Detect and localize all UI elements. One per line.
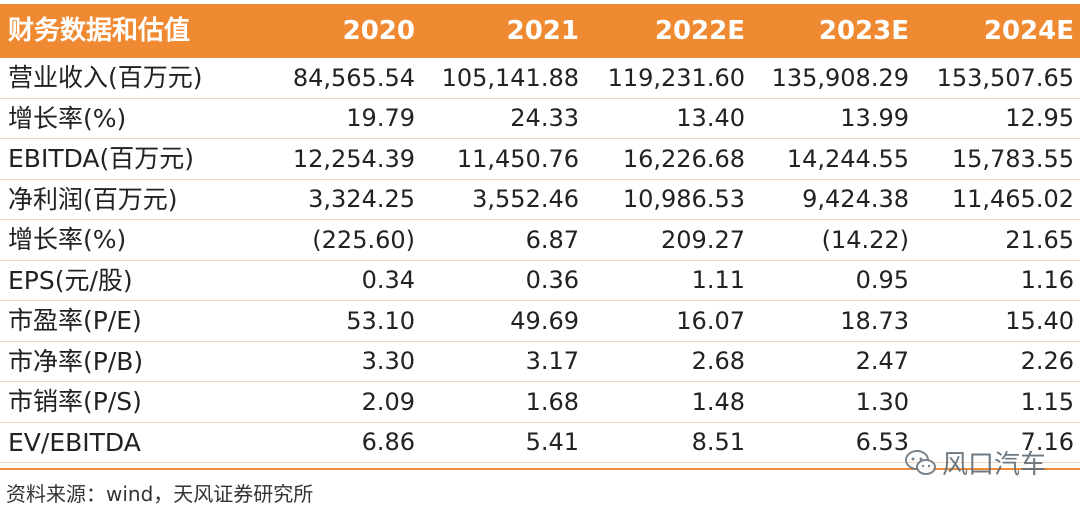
- table-cell: 1.30: [855, 387, 909, 416]
- financial-table: 财务数据和估值 2020 2021 2022E 2023E 2024E 营业收入…: [0, 4, 1080, 463]
- table-cell: 24.33: [510, 104, 579, 133]
- table-cell: 11,465.02: [951, 185, 1074, 214]
- table-cell: 21.65: [1005, 225, 1074, 254]
- table-cell: 13.99: [840, 104, 909, 133]
- table-cell: 209.27: [661, 225, 745, 254]
- table-row: 增长率(%) (225.60) 6.87 209.27 (14.22) 21.6…: [0, 220, 1080, 261]
- table-cell: 119,231.60: [607, 63, 745, 92]
- column-header-2020: 2020: [342, 16, 415, 46]
- table-cell: 3.17: [525, 347, 579, 376]
- row-label: 营业收入(百万元): [8, 63, 203, 93]
- table-cell: 7.16: [1020, 428, 1074, 457]
- row-label: 市净率(P/B): [8, 346, 144, 376]
- table-cell: 135,908.29: [771, 63, 909, 92]
- table-cell: 2.47: [855, 347, 909, 376]
- table-header: 财务数据和估值 2020 2021 2022E 2023E 2024E: [0, 4, 1080, 58]
- table-row: EV/EBITDA 6.86 5.41 8.51 6.53 7.16: [0, 423, 1080, 463]
- column-header-2023e: 2023E: [818, 16, 909, 46]
- table-cell: 19.79: [346, 104, 415, 133]
- table-cell: 9,424.38: [802, 185, 909, 214]
- row-label: EV/EBITDA: [8, 427, 141, 457]
- source-note: 资料来源：wind，天风证券研究所: [6, 482, 314, 506]
- table-cell: 2.26: [1020, 347, 1074, 376]
- table-cell: 18.73: [840, 306, 909, 335]
- table-cell: 1.16: [1020, 266, 1074, 295]
- table-cell: 12.95: [1005, 104, 1074, 133]
- table-cell: 0.95: [855, 266, 909, 295]
- table-cell: 6.87: [525, 225, 579, 254]
- table-cell: 11,450.76: [456, 144, 579, 173]
- table-cell: 49.69: [510, 306, 579, 335]
- row-label: 增长率(%): [8, 103, 127, 133]
- table-cell: 15.40: [1005, 306, 1074, 335]
- table-cell: 1.11: [691, 266, 745, 295]
- table-row: 增长率(%) 19.79 24.33 13.40 13.99 12.95: [0, 99, 1080, 139]
- table-row: 市净率(P/B) 3.30 3.17 2.68 2.47 2.26: [0, 342, 1080, 382]
- table-row: EPS(元/股) 0.34 0.36 1.11 0.95 1.16: [0, 261, 1080, 301]
- table-cell: 10,986.53: [622, 185, 745, 214]
- table-cell: 84,565.54: [292, 63, 415, 92]
- watermark: 风口汽车: [904, 444, 1046, 481]
- table-title: 财务数据和估值: [8, 16, 191, 46]
- table-cell: 153,507.65: [936, 63, 1074, 92]
- table-cell: 1.15: [1020, 387, 1074, 416]
- table-cell: 1.48: [691, 387, 745, 416]
- row-label: EPS(元/股): [8, 265, 133, 295]
- table-cell: 13.40: [676, 104, 745, 133]
- wechat-icon: [904, 449, 938, 477]
- table-cell: 0.34: [361, 266, 415, 295]
- table-cell: 15,783.55: [951, 144, 1074, 173]
- table-cell: 14,244.55: [786, 144, 909, 173]
- column-header-2022e: 2022E: [654, 16, 745, 46]
- table-row: EBITDA(百万元) 12,254.39 11,450.76 16,226.6…: [0, 139, 1080, 180]
- table-cell: (14.22): [821, 225, 909, 254]
- table-cell: 53.10: [346, 306, 415, 335]
- table-cell: 3.30: [361, 347, 415, 376]
- table-cell: 6.53: [855, 428, 909, 457]
- table-cell: 3,324.25: [308, 185, 415, 214]
- table-cell: 1.68: [525, 387, 579, 416]
- row-label: 增长率(%): [8, 225, 127, 255]
- table-row: 市盈率(P/E) 53.10 49.69 16.07 18.73 15.40: [0, 301, 1080, 342]
- table-cell: 105,141.88: [441, 63, 579, 92]
- table-cell: 16.07: [676, 306, 745, 335]
- table-row: 营业收入(百万元) 84,565.54 105,141.88 119,231.6…: [0, 58, 1080, 99]
- table-bottom-divider: [0, 468, 1080, 470]
- table-cell: 6.86: [361, 428, 415, 457]
- table-cell: 0.36: [525, 266, 579, 295]
- column-header-2021: 2021: [506, 16, 579, 46]
- row-label: 市销率(P/S): [8, 387, 142, 417]
- watermark-text: 风口汽车: [942, 450, 1047, 480]
- column-header-2024e: 2024E: [983, 16, 1074, 46]
- table-cell: 16,226.68: [622, 144, 745, 173]
- table-cell: 3,552.46: [472, 185, 579, 214]
- table-cell: 12,254.39: [292, 144, 415, 173]
- row-label: EBITDA(百万元): [8, 144, 195, 174]
- table-cell: 8.51: [691, 428, 745, 457]
- table-cell: (225.60): [312, 225, 415, 254]
- table-cell: 5.41: [525, 428, 579, 457]
- table-cell: 2.68: [691, 347, 745, 376]
- row-label: 市盈率(P/E): [8, 306, 142, 336]
- table-cell: 2.09: [361, 387, 415, 416]
- table-row: 市销率(P/S) 2.09 1.68 1.48 1.30 1.15: [0, 382, 1080, 423]
- row-label: 净利润(百万元): [8, 184, 178, 214]
- table-row: 净利润(百万元) 3,324.25 3,552.46 10,986.53 9,4…: [0, 180, 1080, 220]
